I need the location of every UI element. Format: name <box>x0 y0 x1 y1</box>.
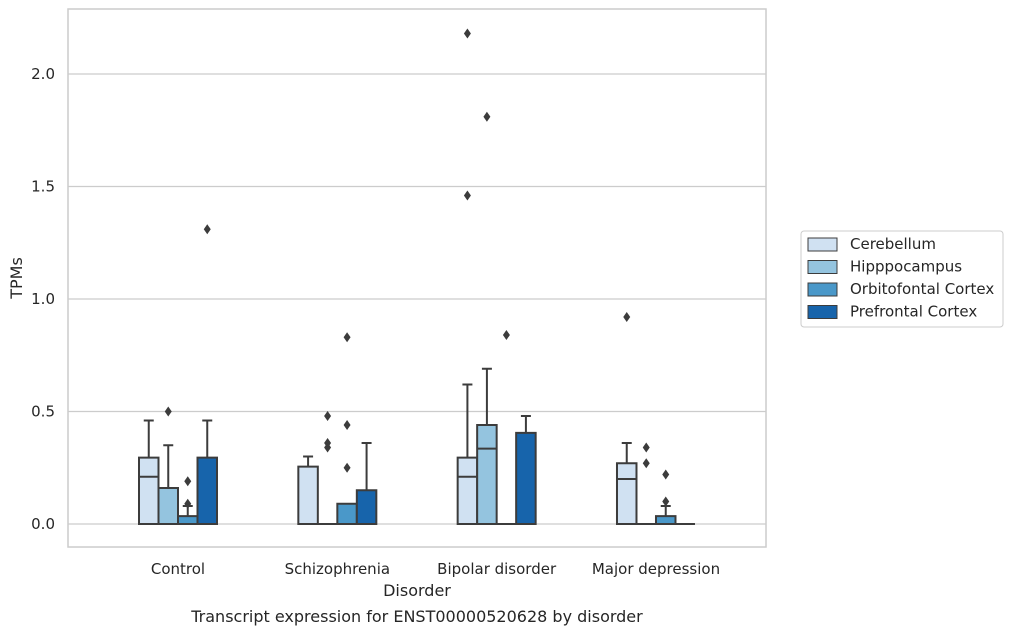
box-body <box>297 465 319 525</box>
outlier-point <box>463 190 471 201</box>
box-body <box>476 424 498 525</box>
outlier-point <box>343 420 351 430</box>
y-tick-labels: 0.0 0.5 1.0 1.5 2.0 <box>31 65 55 533</box>
legend-label: Cerebellum <box>850 235 936 253</box>
box-body <box>196 456 218 525</box>
x-tick-label: Control <box>151 560 205 578</box>
outlier-point <box>502 330 510 340</box>
outlier-points <box>164 28 670 509</box>
x-axis-label: Disorder <box>383 581 451 600</box>
outlier-point <box>662 469 670 480</box>
outlier-point <box>343 462 351 473</box>
y-tick-label: 0.5 <box>31 403 55 421</box>
legend-swatch <box>807 305 838 319</box>
outlier-point <box>483 111 491 122</box>
outlier-point <box>623 312 631 322</box>
outlier-point <box>184 476 192 487</box>
boxes <box>138 367 695 525</box>
outlier-point <box>642 458 650 469</box>
box <box>336 502 358 525</box>
x-tick-label: Bipolar disorder <box>437 560 557 578</box>
outlier-point <box>324 411 332 421</box>
box-body <box>138 456 160 525</box>
x-tick-label: Major depression <box>592 560 720 578</box>
outlier-point <box>203 224 211 235</box>
outlier-point <box>343 332 351 343</box>
plot-area <box>68 9 766 547</box>
box <box>177 505 199 525</box>
x-tick-label: Schizophrenia <box>285 560 390 578</box>
outlier-point <box>662 496 670 507</box>
outlier-point <box>463 28 471 39</box>
legend-label: Orbitofontal Cortex <box>850 280 994 298</box>
y-tick-label: 1.5 <box>31 178 55 196</box>
box <box>355 442 378 525</box>
box <box>476 367 498 525</box>
outlier-point <box>642 442 650 453</box>
box-body <box>355 489 378 525</box>
legend-swatch <box>807 237 838 252</box>
box-body <box>157 487 179 525</box>
legend: Cerebellum Hipppocampus Orbitofontal Corte… <box>800 230 1004 328</box>
box-body <box>456 456 479 525</box>
box <box>138 419 160 525</box>
y-tick-label: 0.0 <box>31 515 55 533</box>
outlier-point <box>164 406 172 417</box>
box-body <box>336 502 358 525</box>
y-tick-label: 2.0 <box>31 65 55 83</box>
y-axis-label: TPMs <box>7 257 26 300</box>
legend-label: Hipppocampus <box>850 258 962 276</box>
box-body <box>515 431 537 525</box>
x-tick-labels: Control Schizophrenia Bipolar disorder Majo… <box>151 560 720 578</box>
legend-swatch <box>807 260 838 274</box>
outlier-point <box>324 442 332 453</box>
chart-caption: Transcript expression for ENST0000052062… <box>190 607 643 626</box>
box <box>157 444 179 525</box>
box <box>297 455 319 525</box>
plot-frame <box>67 8 767 548</box>
box <box>456 383 479 525</box>
outlier-point <box>184 498 192 509</box>
y-tick-label: 1.0 <box>31 290 55 308</box>
legend-label: Prefrontal Cortex <box>850 303 977 321</box>
legend-frame <box>800 230 1004 328</box>
box <box>196 419 218 525</box>
legend-swatch <box>807 282 838 297</box>
box <box>515 415 537 525</box>
box-body <box>177 515 199 525</box>
box-body <box>654 515 677 525</box>
box-body <box>615 462 638 525</box>
box <box>615 442 638 525</box>
